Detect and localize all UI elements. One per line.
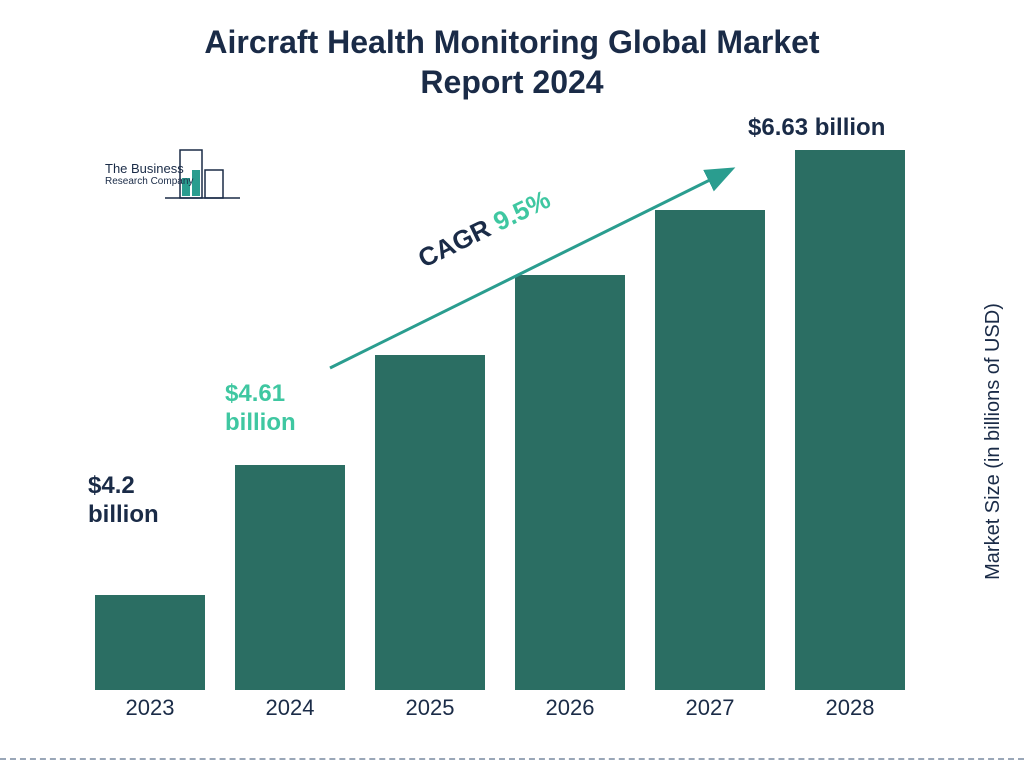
bar-slot [235, 465, 345, 690]
callout-2024-value: $4.61 [225, 380, 285, 407]
bar-2026 [515, 275, 625, 690]
callout-2024: $4.61 billion [225, 380, 296, 438]
callout-2028-value: $6.63 billion [748, 114, 885, 141]
callout-2023-value: $4.2 [88, 472, 135, 499]
callout-2028: $6.63 billion [748, 114, 885, 143]
bar-slot [655, 210, 765, 690]
callout-2023-unit: billion [88, 501, 159, 528]
x-label: 2027 [655, 695, 765, 721]
chart-title: Aircraft Health Monitoring Global Market… [0, 0, 1024, 102]
bar-2028 [795, 150, 905, 690]
x-axis-labels: 2023 2024 2025 2026 2027 2028 [80, 695, 920, 721]
footer-divider [0, 758, 1024, 760]
x-label: 2023 [95, 695, 205, 721]
bar-2024 [235, 465, 345, 690]
bar-slot [515, 275, 625, 690]
bar-2023 [95, 595, 205, 690]
x-label: 2025 [375, 695, 485, 721]
callout-2023: $4.2 billion [88, 472, 159, 530]
bar-slot [795, 150, 905, 690]
title-line2: Report 2024 [420, 64, 603, 100]
bar-2025 [375, 355, 485, 690]
x-label: 2024 [235, 695, 345, 721]
bar-2027 [655, 210, 765, 690]
x-label: 2026 [515, 695, 625, 721]
callout-2024-unit: billion [225, 409, 296, 436]
bar-slot [95, 595, 205, 690]
bar-slot [375, 355, 485, 690]
title-line1: Aircraft Health Monitoring Global Market [204, 24, 819, 60]
x-label: 2028 [795, 695, 905, 721]
y-axis-label: Market Size (in billions of USD) [982, 303, 1005, 580]
